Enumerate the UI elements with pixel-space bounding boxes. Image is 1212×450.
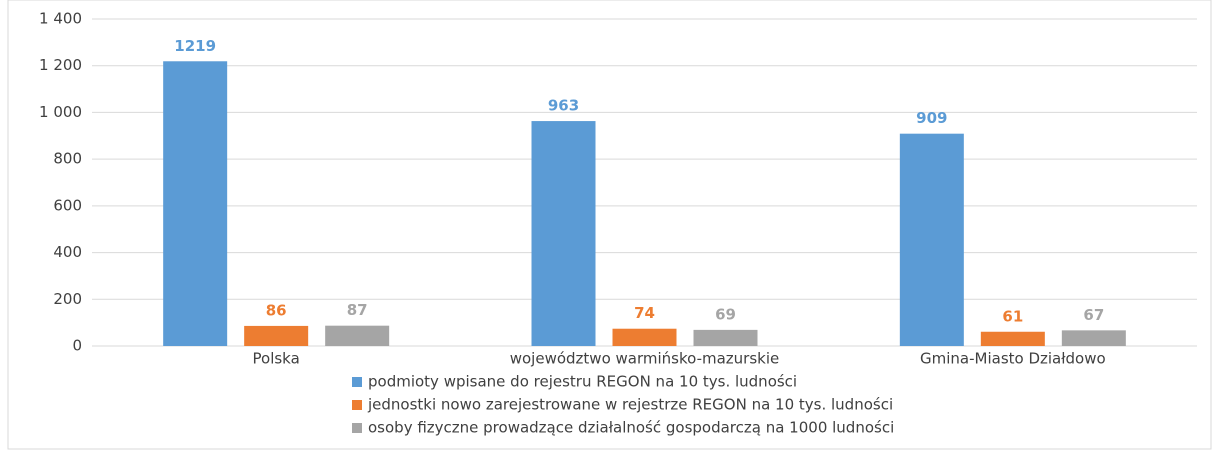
data-label: 1219 <box>174 37 216 55</box>
bar <box>531 121 596 347</box>
data-label: 87 <box>347 301 368 319</box>
legend-label: jednostki nowo zarejestrowane w rejestrz… <box>367 396 893 414</box>
legend-label: podmioty wpisane do rejestru REGON na 10… <box>368 373 797 391</box>
y-tick-label: 200 <box>53 290 82 308</box>
legend-swatch <box>352 400 362 410</box>
legend-label: osoby fizyczne prowadzące działalność go… <box>368 419 894 437</box>
y-tick-label: 1 000 <box>39 103 82 121</box>
data-label: 69 <box>715 305 736 323</box>
y-tick-label: 600 <box>53 196 82 214</box>
y-tick-label: 1 400 <box>39 10 82 28</box>
bar <box>244 325 309 346</box>
data-label: 86 <box>266 301 287 319</box>
data-label: 67 <box>1083 306 1104 324</box>
data-label: 61 <box>1002 307 1023 325</box>
y-tick-label: 1 200 <box>39 56 82 74</box>
bar <box>899 133 964 346</box>
data-label: 74 <box>634 304 655 322</box>
y-tick-label: 400 <box>53 243 82 261</box>
legend-swatch <box>352 377 362 387</box>
bar <box>612 328 677 346</box>
bar <box>325 325 390 346</box>
x-tick-label: Gmina-Miasto Działdowo <box>920 350 1106 368</box>
bar <box>163 61 228 346</box>
x-tick-label: województwo warmińsko-mazurskie <box>510 350 780 368</box>
data-label: 963 <box>548 97 579 115</box>
y-tick-label: 800 <box>53 150 82 168</box>
data-label: 909 <box>916 109 947 127</box>
y-tick-label: 0 <box>72 337 82 355</box>
legend-swatch <box>352 423 362 433</box>
bar <box>980 331 1045 346</box>
x-tick-label: Polska <box>253 350 300 368</box>
bar <box>1061 330 1126 346</box>
bar <box>693 329 758 346</box>
